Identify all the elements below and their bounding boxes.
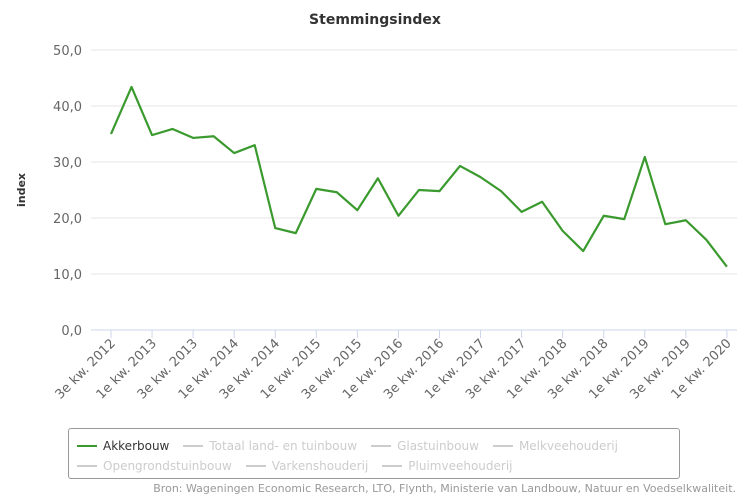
y-tick-label: 40,0 <box>53 100 82 115</box>
legend-label: Melkveehouderij <box>518 439 618 453</box>
y-tick-label: 50,0 <box>53 44 82 59</box>
legend-item-varkenshouderij[interactable]: Varkenshouderij <box>245 456 369 475</box>
legend-label: Pluimveehouderij <box>408 458 513 473</box>
legend-item-glastuinbouw[interactable]: Glastuinbouw <box>371 437 479 456</box>
legend-item-totaal-land-en-tuinbouw[interactable]: Totaal land- en tuinbouw <box>183 437 357 456</box>
legend-line-icon <box>77 445 97 447</box>
legend-line-icon <box>183 445 204 447</box>
legend-label: Akkerbouw <box>103 439 170 453</box>
legend-label: Varkenshouderij <box>271 458 369 473</box>
y-axis-label: index <box>15 173 28 207</box>
legend-item-melkveehouderij[interactable]: Melkveehouderij <box>492 437 618 456</box>
y-tick-label: 10,0 <box>53 268 82 283</box>
legend-line-icon <box>245 464 266 467</box>
series-line-akkerbouw <box>109 85 728 268</box>
legend-label: Opengrondstuinbouw <box>103 458 232 473</box>
legend-item-opengrondstuinbouw[interactable]: Opengrondstuinbouw <box>77 456 232 475</box>
legend-line-icon <box>77 464 97 467</box>
legend: Akkerbouw Totaal land- en tuinbouw Glastui… <box>68 428 680 479</box>
chart-title: Stemmingsindex <box>309 12 441 28</box>
legend-line-icon <box>382 464 403 467</box>
legend-item-akkerbouw[interactable]: Akkerbouw <box>77 437 169 456</box>
legend-line-icon <box>492 445 513 447</box>
legend-label: Glastuinbouw <box>397 439 479 453</box>
source-credit: Bron: Wageningen Economic Research, LTO,… <box>153 482 736 495</box>
y-tick-label: 20,0 <box>53 212 82 227</box>
y-tick-label: 0,0 <box>61 324 82 339</box>
line-chart: Stemmingsindex index 0,0 10,0 20,0 30,0 40,0… <box>15 12 737 402</box>
legend-label: Totaal land- en tuinbouw <box>209 439 358 453</box>
y-tick-label: 30,0 <box>53 156 82 171</box>
legend-item-pluimveehouderij[interactable]: Pluimveehouderij <box>382 456 513 475</box>
legend-line-icon <box>371 445 392 447</box>
